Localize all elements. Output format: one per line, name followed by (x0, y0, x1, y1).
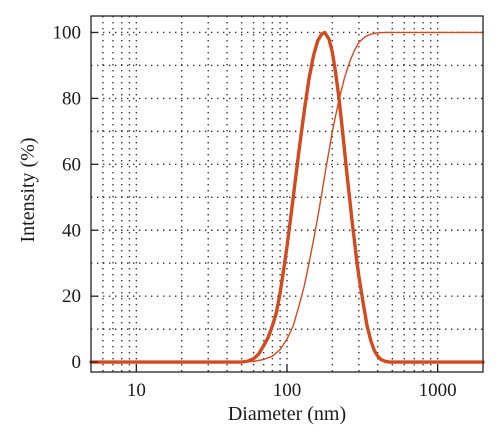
y-tick-label: 100 (53, 22, 82, 43)
y-tick-label: 40 (62, 220, 81, 241)
cumulative-curve (90, 31, 484, 363)
x-tick-label: 100 (273, 380, 302, 401)
distribution-curve (89, 30, 485, 364)
y-axis-title: Intensity (%) (17, 138, 39, 243)
x-tick-label: 1000 (419, 380, 457, 401)
tick-group: 10 100 1000 0 20 40 60 80 100 (53, 22, 457, 401)
series-group (89, 30, 485, 364)
y-tick-label: 60 (62, 154, 81, 175)
y-tick-label: 0 (72, 352, 82, 373)
plot-frame (90, 15, 484, 373)
y-tick-label: 20 (62, 286, 81, 307)
x-tick-label: 10 (127, 380, 146, 401)
x-axis-title: Diameter (nm) (228, 403, 346, 425)
y-tick-label: 80 (62, 88, 81, 109)
grid-lines (91, 16, 483, 372)
